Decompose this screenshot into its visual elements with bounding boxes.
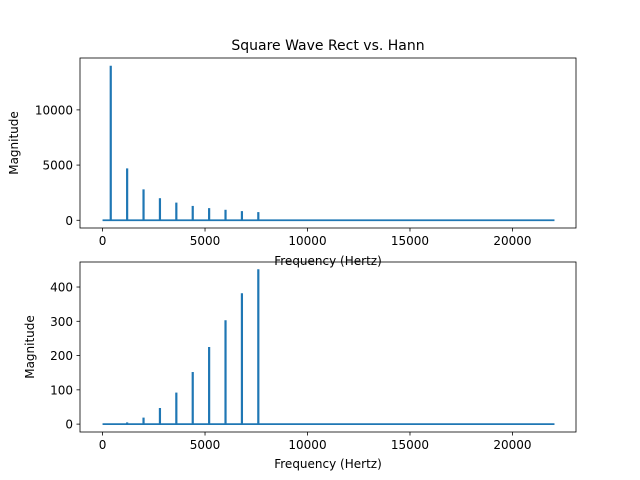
top-x-tick-label: 0 xyxy=(99,234,107,248)
top-subplot: Square Wave Rect vs. Hann Frequency (Her… xyxy=(7,38,577,268)
bottom-y-tick-label: 400 xyxy=(50,281,73,295)
top-y-tick-label: 10000 xyxy=(35,103,73,117)
bottom-y-tick-label: 0 xyxy=(65,418,73,432)
bottom-series xyxy=(102,269,555,426)
bottom-x-tick-label: 10000 xyxy=(288,438,326,452)
top-axes-frame xyxy=(79,57,577,229)
bottom-subplot: Frequency (Hertz) Magnitude 0 5000 10000 15… xyxy=(23,261,577,471)
top-x-tick-label: 20000 xyxy=(493,234,531,248)
bottom-x-tick-label: 20000 xyxy=(493,438,531,452)
top-y-tick-label: 5000 xyxy=(42,159,73,173)
bottom-x-tick-label: 5000 xyxy=(190,438,221,452)
top-x-tick-label: 10000 xyxy=(288,234,326,248)
top-axis-ticks: 0 5000 10000 15000 20000 0 5000 10000 xyxy=(35,103,532,248)
top-chart-title: Square Wave Rect vs. Hann xyxy=(231,38,424,54)
top-y-tick-label: 0 xyxy=(65,214,73,228)
top-x-tick-label: 5000 xyxy=(190,234,221,248)
top-x-axis-label: Frequency (Hertz) xyxy=(274,254,382,268)
bottom-y-tick-label: 300 xyxy=(50,315,73,329)
bottom-axes-frame xyxy=(79,261,577,433)
bottom-x-tick-label: 15000 xyxy=(391,438,429,452)
top-series xyxy=(102,65,555,222)
bottom-x-axis-label: Frequency (Hertz) xyxy=(274,457,382,471)
top-y-axis-label: Magnitude xyxy=(7,111,21,175)
bottom-y-axis-label: Magnitude xyxy=(23,315,37,379)
bottom-x-tick-label: 0 xyxy=(99,438,107,452)
bottom-y-tick-label: 100 xyxy=(50,383,73,397)
bottom-y-tick-label: 200 xyxy=(50,349,73,363)
top-x-tick-label: 15000 xyxy=(391,234,429,248)
bottom-axis-ticks: 0 5000 10000 15000 20000 0 100 200 300 400 xyxy=(50,281,531,452)
